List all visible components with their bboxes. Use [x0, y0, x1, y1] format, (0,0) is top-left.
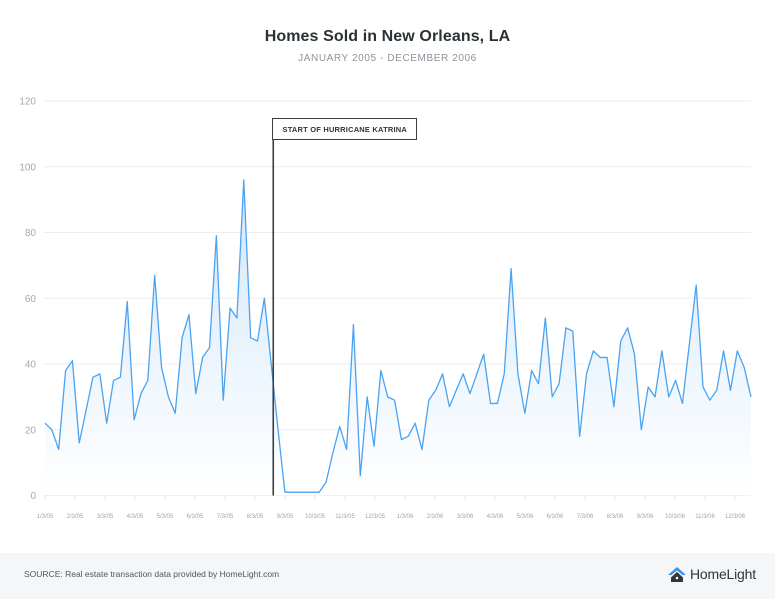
x-tick-label: 5/3/06 [517, 514, 534, 520]
x-tick-label: 7/3/05 [217, 514, 234, 520]
x-axis: 1/3/05 2/3/05 3/3/05 4/3/05 5/3/05 6/3/05 7/3/… [37, 495, 751, 520]
logo-text: HomeLight [690, 566, 756, 582]
x-tick-label: 11/3/05 [335, 514, 355, 520]
x-tick-label: 9/3/06 [637, 514, 654, 520]
x-tick-label: 8/3/05 [247, 514, 264, 520]
x-tick-label: 2/3/05 [67, 514, 84, 520]
x-tick-label: 5/3/05 [157, 514, 174, 520]
y-tick-label: 120 [19, 97, 36, 108]
x-tick-label: 12/3/05 [365, 514, 386, 520]
y-tick-label: 40 [25, 360, 37, 371]
data-line [44, 179, 752, 493]
x-tick-label: 12/3/06 [725, 514, 746, 520]
x-tick-label: 10/3/06 [665, 514, 686, 520]
y-tick-label: 0 [30, 491, 36, 502]
homelight-logo[interactable]: HomeLight [667, 565, 756, 583]
annotation-label: START OF HURRICANE KATRINA [282, 124, 407, 134]
y-tick-label: 60 [25, 294, 37, 305]
x-tick-label: 2/3/06 [427, 514, 444, 520]
x-tick-label: 10/3/05 [305, 514, 326, 520]
house-logo-icon [668, 567, 686, 582]
x-tick-label: 6/3/06 [547, 514, 564, 520]
y-tick-label: 80 [25, 228, 37, 239]
x-tick-label: 3/3/05 [97, 514, 114, 520]
x-tick-label: 3/3/06 [457, 514, 474, 520]
katrina-annotation: START OF HURRICANE KATRINA [272, 118, 418, 140]
x-tick-label: 4/3/06 [487, 514, 504, 520]
x-tick-label: 11/3/06 [695, 514, 715, 520]
area-fill [45, 179, 751, 496]
y-tick-label: 20 [25, 425, 37, 436]
source-note: SOURCE: Real estate transaction data pro… [24, 569, 280, 579]
x-tick-label: 9/3/05 [277, 514, 294, 520]
line-chart: 0 20 40 60 80 100 120 1/3/05 2/3/05 3/3/05 4/3/05… [19, 97, 752, 520]
chart-title: Homes Sold in New Orleans, LA [264, 28, 511, 45]
x-tick-label: 4/3/05 [127, 514, 144, 520]
x-tick-label: 8/3/06 [607, 514, 624, 520]
x-tick-label: 6/3/05 [187, 514, 204, 520]
y-axis: 0 20 40 60 80 100 120 [19, 97, 36, 503]
chart-subtitle: JANUARY 2005 - DECEMBER 2006 [298, 53, 477, 64]
x-tick-label: 1/3/05 [37, 514, 54, 520]
y-tick-label: 100 [19, 162, 36, 173]
x-tick-label: 1/3/06 [397, 514, 414, 520]
x-tick-label: 7/3/06 [577, 514, 594, 520]
footer: SOURCE: Real estate transaction data pro… [0, 553, 775, 599]
